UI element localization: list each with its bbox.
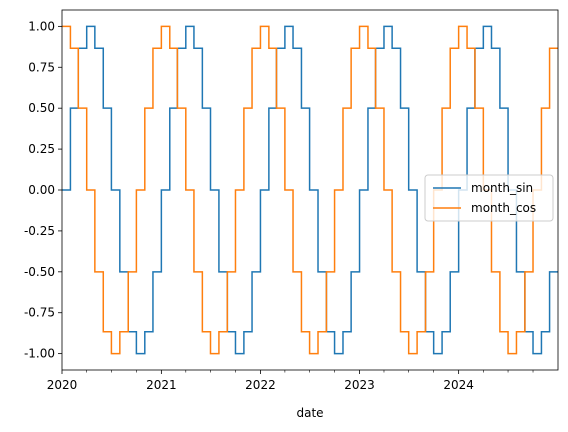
y-tick-label: 1.00 <box>28 19 55 33</box>
series-layer <box>62 25 558 355</box>
y-tick-label: -1.00 <box>24 347 55 361</box>
x-axis-label: date <box>296 406 323 420</box>
legend-label-month-sin: month_sin <box>471 181 533 195</box>
x-tick-label: 2021 <box>146 378 177 392</box>
series-line-month-cos <box>62 25 558 355</box>
x-tick-label: 2020 <box>47 378 78 392</box>
y-axis: 1.00 0.75 0.50 0.25 0.00 -0.25 -0.50 -0.75 -1.00 <box>24 19 62 361</box>
y-tick-label: -0.50 <box>24 265 55 279</box>
y-tick-label: 0.00 <box>28 183 55 197</box>
x-axis: 2020 2021 2022 2023 2024 <box>47 370 534 392</box>
y-tick-label: -0.25 <box>24 224 55 238</box>
y-tick-label: 0.75 <box>28 60 55 74</box>
x-tick-label: 2022 <box>245 378 276 392</box>
y-tick-label: 0.25 <box>28 142 55 156</box>
x-tick-label: 2023 <box>344 378 375 392</box>
legend-label-month-cos: month_cos <box>471 201 536 215</box>
legend-box <box>424 174 554 222</box>
legend: month_sin month_cos <box>424 174 554 222</box>
x-tick-label: 2024 <box>443 378 474 392</box>
y-tick-label: -0.75 <box>24 306 55 320</box>
y-tick-label: 0.50 <box>28 101 55 115</box>
